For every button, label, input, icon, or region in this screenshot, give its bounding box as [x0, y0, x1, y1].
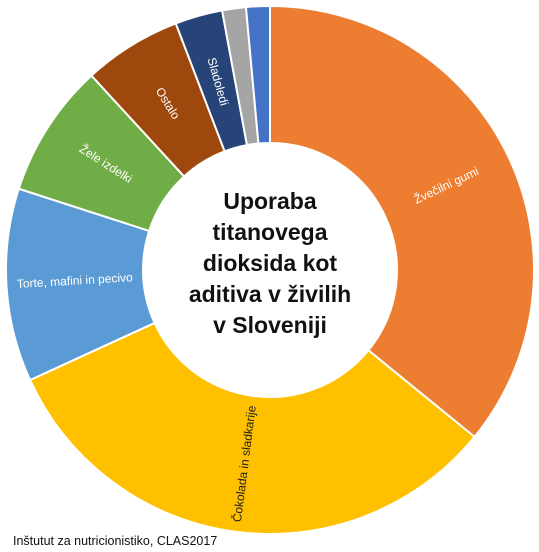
slice-2 — [28, 321, 476, 535]
chart-title: Uporaba titanovega dioksida kot aditiva … — [180, 186, 360, 341]
title-line-5: v Sloveniji — [213, 312, 327, 338]
source-note: Inštutut za nutricionistiko, CLAS2017 — [13, 534, 218, 548]
title-line-2: titanovega — [212, 219, 328, 245]
title-line-1: Uporaba — [223, 188, 317, 214]
slice-1 — [269, 4, 535, 439]
title-line-4: aditiva v živilih — [188, 281, 352, 307]
slice-8 — [244, 4, 271, 145]
title-line-3: dioksida kot — [202, 250, 338, 276]
slice-label-3: Torte, mafini in pecivo — [16, 270, 133, 291]
